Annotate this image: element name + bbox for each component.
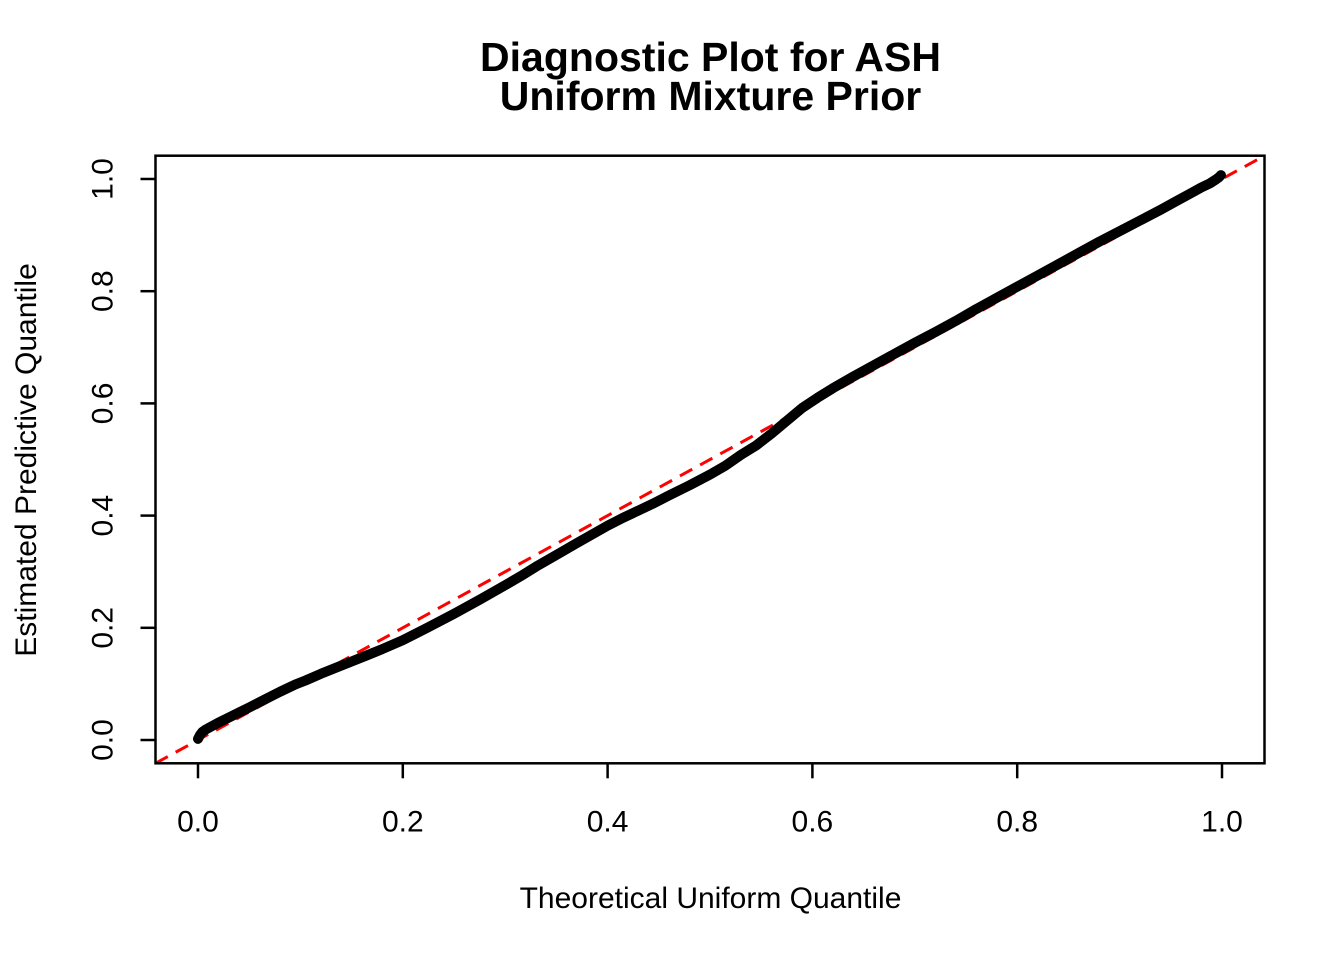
qq-curve — [193, 170, 1226, 744]
y-tick-label: 0.4 — [87, 495, 120, 537]
x-tick-label: 0.2 — [382, 806, 424, 839]
y-axis-title: Estimated Predictive Quantile — [10, 263, 43, 657]
x-tick-label: 0.4 — [587, 806, 629, 839]
y-tick-label: 0.6 — [87, 383, 120, 425]
plot-box — [154, 154, 1266, 765]
x-axis-title: Theoretical Uniform Quantile — [519, 882, 902, 915]
chart-title-line2: Uniform Mixture Prior — [499, 73, 922, 119]
x-tick-label: 0.6 — [792, 806, 834, 839]
y-tick-label: 0.8 — [87, 270, 120, 312]
y-tick-label: 0.2 — [87, 607, 120, 649]
x-tick-label: 0.0 — [177, 806, 219, 839]
y-tick-label: 1.0 — [87, 158, 120, 200]
chart-title-line1: Diagnostic Plot for ASH — [480, 34, 941, 80]
x-tick-label: 1.0 — [1201, 806, 1243, 839]
x-tick-label: 0.8 — [996, 806, 1038, 839]
y-tick-label: 0.0 — [87, 719, 120, 761]
chart-title: Diagnostic Plot for ASH Uniform Mixture … — [156, 34, 1265, 119]
